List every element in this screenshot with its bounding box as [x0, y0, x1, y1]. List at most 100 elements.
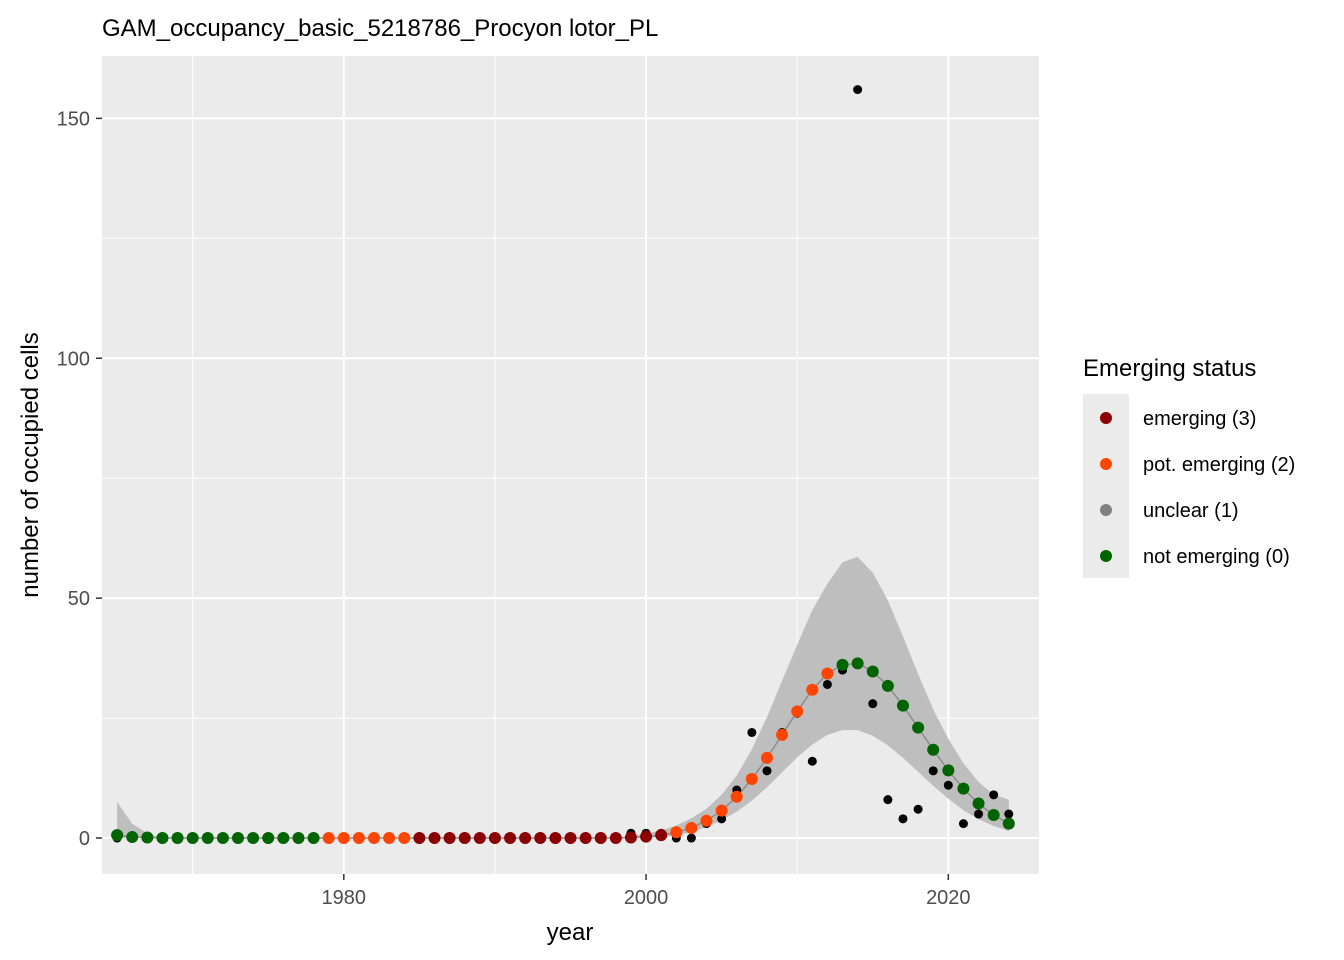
- fitted-status-point: [881, 679, 894, 692]
- fitted-status-point: [504, 832, 517, 845]
- fitted-status-point: [171, 832, 184, 845]
- fitted-status-point: [247, 832, 260, 845]
- fitted-status-point: [307, 832, 320, 845]
- fitted-status-point: [655, 829, 668, 842]
- x-tick-label: 1980: [322, 887, 367, 909]
- legend-key-background: [1083, 394, 1129, 578]
- x-axis-title: year: [547, 919, 594, 946]
- y-tick-label: 0: [79, 828, 90, 850]
- fitted-status-point: [972, 797, 985, 810]
- fitted-status-point: [927, 743, 940, 756]
- y-tick-label: 100: [57, 348, 90, 370]
- fitted-status-point: [776, 728, 789, 741]
- fitted-status-point: [488, 832, 501, 845]
- legend-key-dot: [1100, 412, 1112, 424]
- fitted-status-point: [700, 814, 713, 827]
- fitted-status-point: [398, 832, 411, 845]
- observed-point: [928, 766, 938, 776]
- fitted-status-point: [896, 699, 909, 712]
- confidence-band: [117, 556, 1009, 838]
- legend-label: not emerging (0): [1143, 546, 1290, 568]
- observed-point: [974, 809, 984, 819]
- status-points: [111, 657, 1015, 845]
- observed-point: [747, 727, 757, 737]
- observed-point: [822, 679, 832, 689]
- fitted-status-point: [186, 832, 199, 845]
- fitted-status-point: [111, 829, 124, 842]
- observed-point: [868, 699, 878, 709]
- fitted-status-point: [458, 832, 471, 845]
- legend-key-dot: [1100, 504, 1112, 516]
- legend-key-dot: [1100, 550, 1112, 562]
- fitted-status-point: [821, 667, 834, 680]
- legend: Emerging status emerging (3) pot. emergin…: [1083, 355, 1295, 578]
- legend-label: pot. emerging (2): [1143, 454, 1295, 476]
- fitted-status-point: [201, 832, 214, 845]
- fitted-status-point: [670, 826, 683, 839]
- fitted-status-point: [624, 831, 637, 844]
- fitted-status-point: [443, 832, 456, 845]
- fitted-status-point: [428, 832, 441, 845]
- fitted-status-point: [473, 832, 486, 845]
- fitted-status-point: [942, 764, 955, 777]
- fitted-status-point: [866, 665, 879, 678]
- fitted-status-point: [277, 832, 290, 845]
- confidence-ribbon: [117, 556, 1009, 838]
- fitted-status-point: [564, 832, 577, 845]
- fitted-status-point: [337, 832, 350, 845]
- fitted-status-point: [141, 831, 154, 844]
- fitted-status-point: [262, 832, 275, 845]
- fitted-status-point: [836, 658, 849, 671]
- observed-point: [958, 819, 968, 829]
- observed-point: [883, 795, 893, 805]
- fitted-status-point: [594, 832, 607, 845]
- fitted-status-point: [413, 832, 426, 845]
- fitted-status-point: [383, 832, 396, 845]
- y-axis-title: number of occupied cells: [17, 332, 44, 597]
- fitted-status-point: [851, 657, 864, 670]
- fitted-status-point: [760, 751, 773, 764]
- fitted-status-point: [1002, 817, 1015, 830]
- fitted-status-point: [368, 832, 381, 845]
- fitted-status-point: [912, 721, 925, 734]
- fitted-status-point: [806, 683, 819, 696]
- observed-point: [989, 790, 999, 800]
- observed-point: [853, 85, 863, 95]
- fitted-status-point: [352, 832, 365, 845]
- fitted-status-point: [549, 832, 562, 845]
- legend-items: emerging (3) pot. emerging (2) unclear (1)…: [1100, 408, 1295, 568]
- y-tick-label: 50: [68, 588, 90, 610]
- fitted-status-point: [715, 804, 728, 817]
- fitted-status-point: [534, 832, 547, 845]
- fitted-status-point: [519, 832, 532, 845]
- fitted-status-point: [987, 808, 1000, 821]
- observed-point: [762, 766, 772, 776]
- fitted-status-point: [685, 821, 698, 834]
- observed-point: [807, 756, 817, 766]
- fitted-status-point: [156, 832, 169, 845]
- fitted-status-point: [640, 830, 653, 843]
- fitted-status-point: [126, 831, 139, 844]
- y-tick-label: 150: [57, 108, 90, 130]
- observed-point: [913, 804, 923, 814]
- fitted-status-point: [579, 832, 592, 845]
- plot-title: GAM_occupancy_basic_5218786_Procyon loto…: [102, 15, 658, 42]
- fitted-status-point: [609, 832, 622, 845]
- fitted-status-point: [745, 773, 758, 786]
- fitted-status-point: [791, 705, 804, 718]
- x-tick-label: 2020: [926, 887, 971, 909]
- fitted-status-point: [232, 832, 245, 845]
- observed-point: [717, 814, 727, 824]
- fitted-status-point: [292, 832, 305, 845]
- observed-point: [943, 780, 953, 790]
- observed-point: [1004, 809, 1014, 819]
- observed-point: [898, 814, 908, 824]
- fitted-status-point: [216, 832, 229, 845]
- fitted-status-point: [322, 832, 335, 845]
- legend-title: Emerging status: [1083, 355, 1256, 382]
- legend-label: emerging (3): [1143, 408, 1256, 430]
- axes: 0 50 100 150 1980 2000 2020: [57, 108, 971, 909]
- legend-label: unclear (1): [1143, 500, 1239, 522]
- fitted-status-point: [957, 782, 970, 795]
